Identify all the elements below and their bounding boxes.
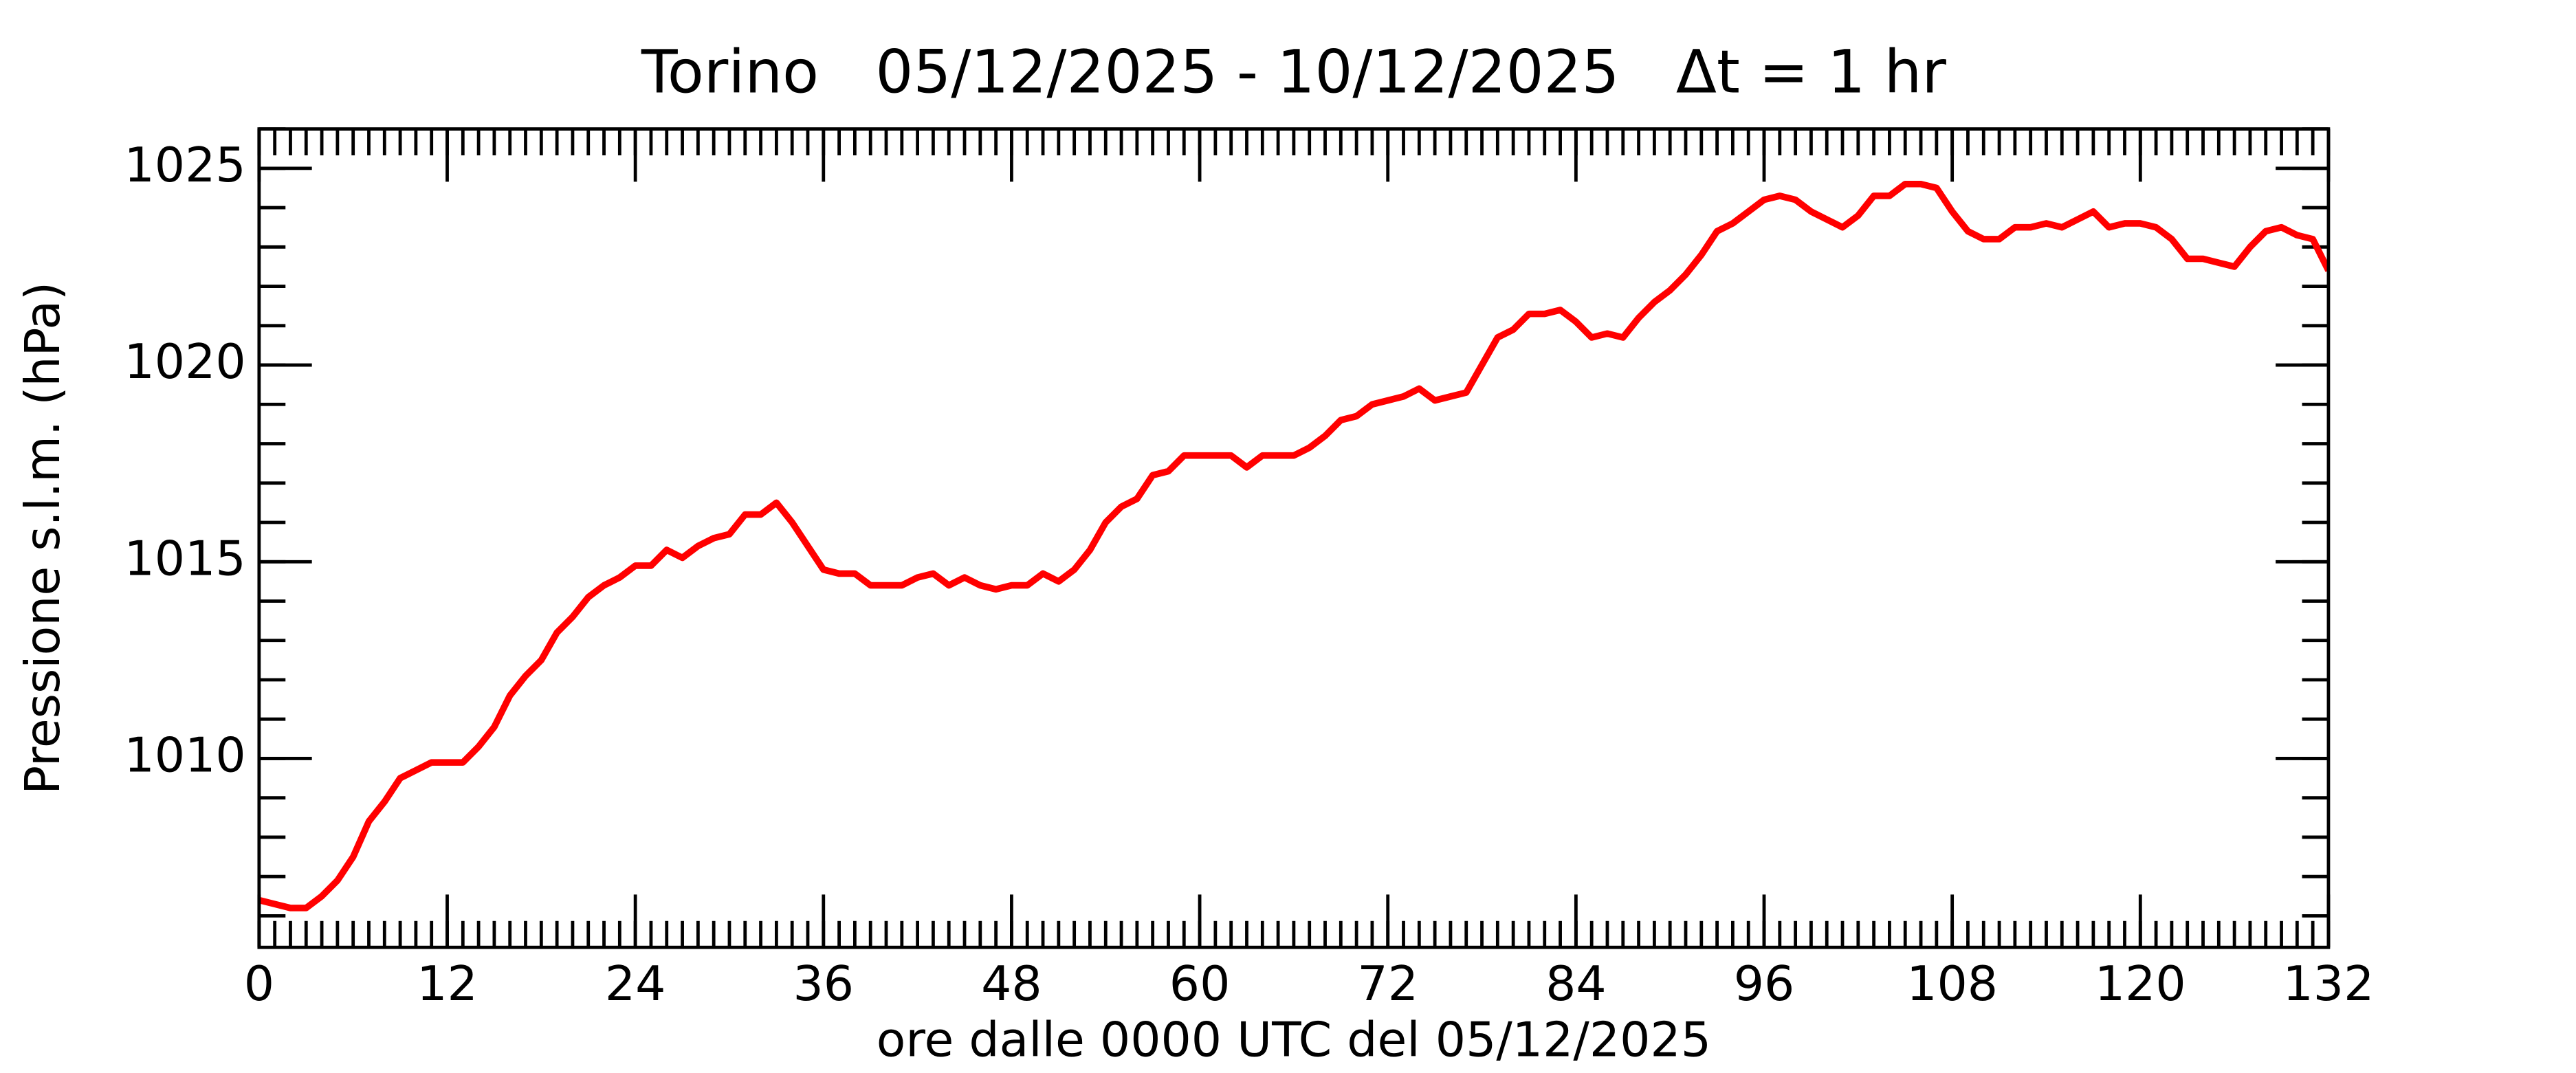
x-tick-label: 132 [2283, 956, 2375, 1012]
x-tick-label: 24 [605, 956, 666, 1012]
x-tick-label: 108 [1906, 956, 1998, 1012]
x-axis-label: ore dalle 0000 UTC del 05/12/2025 [877, 1012, 1711, 1068]
x-tick-label: 36 [793, 956, 855, 1012]
x-tick-label: 60 [1169, 956, 1231, 1012]
x-tick-label: 12 [417, 956, 478, 1012]
y-tick-label: 1025 [124, 137, 246, 193]
y-axis-label: Pressione s.l.m. (hPa) [15, 282, 71, 795]
chart-title: Torino 05/12/2025 - 10/12/2025 Δt = 1 hr [641, 38, 1947, 107]
y-tick-label: 1010 [124, 727, 246, 783]
x-tick-label: 96 [1734, 956, 1795, 1012]
plot-frame [257, 127, 2331, 949]
x-tick-label: 48 [981, 956, 1042, 1012]
x-tick-label: 72 [1357, 956, 1418, 1012]
x-tick-label: 84 [1545, 956, 1607, 1012]
data-line [258, 180, 2329, 911]
y-tick-label: 1015 [124, 531, 246, 586]
x-tick-label: 120 [2095, 956, 2186, 1012]
y-tick-label: 1020 [124, 334, 246, 390]
x-tick-label: 0 [244, 956, 274, 1012]
